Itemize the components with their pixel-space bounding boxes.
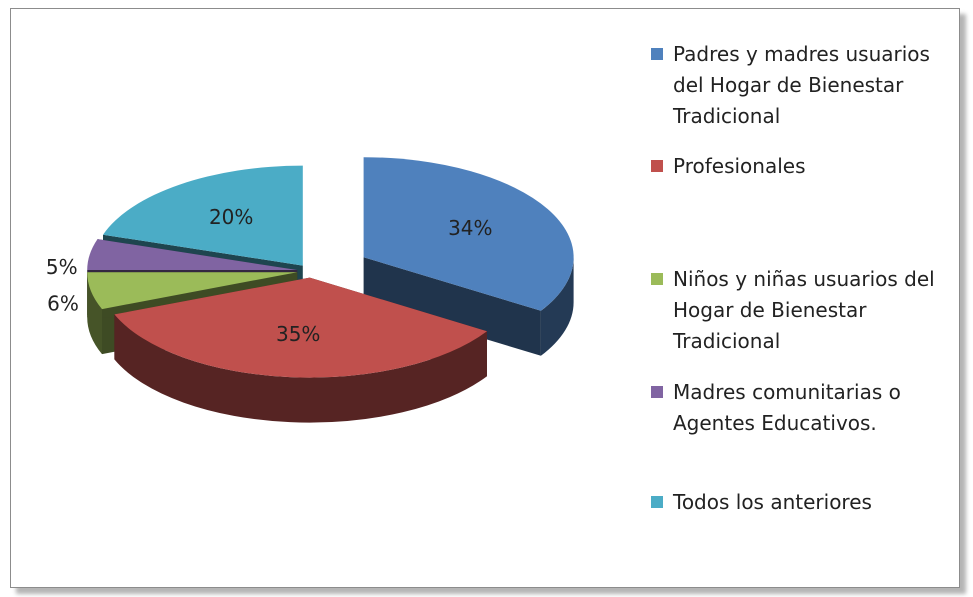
- legend-label: Todos los anteriores: [673, 490, 872, 514]
- legend-entry: Madres comunitarias o Agentes Educativos…: [651, 377, 951, 439]
- data-label: 34%: [448, 216, 492, 240]
- slice: [114, 277, 488, 378]
- slice-wall: [540, 257, 574, 356]
- data-label: 5%: [46, 255, 78, 279]
- chart-frame: 34% 35% 6% 5% 20% Padres y madres usuarios d…: [10, 8, 960, 588]
- slice: [363, 157, 574, 311]
- slice: [103, 165, 303, 266]
- data-label: 6%: [47, 291, 79, 315]
- legend-label: Madres comunitarias o Agentes Educativos…: [673, 380, 901, 435]
- legend-label: Profesionales: [673, 154, 806, 178]
- legend-entry: Profesionales: [651, 151, 951, 182]
- legend-swatch: [651, 48, 663, 60]
- slice: [87, 239, 298, 270]
- legend-swatch: [651, 386, 663, 398]
- slice-wall: [114, 314, 488, 423]
- legend-label: Padres y madres usuarios del Hogar de Bi…: [673, 42, 930, 128]
- legend-entry: Todos los anteriores: [651, 487, 951, 518]
- slice: [87, 272, 298, 310]
- legend-swatch: [651, 496, 663, 508]
- data-label: 20%: [209, 205, 253, 229]
- legend-entry: Padres y madres usuarios del Hogar de Bi…: [651, 39, 951, 132]
- legend-swatch: [651, 273, 663, 285]
- pie-tops: [87, 157, 574, 378]
- data-label: 35%: [276, 322, 320, 346]
- legend-entry: Niños y niñas usuarios del Hogar de Bien…: [651, 264, 951, 357]
- slice-wall: [87, 272, 102, 355]
- slice-side: [363, 257, 541, 356]
- legend-swatch: [651, 160, 663, 172]
- chart: 34% 35% 6% 5% 20%: [46, 157, 574, 423]
- legend-label: Niños y niñas usuarios del Hogar de Bien…: [673, 267, 935, 353]
